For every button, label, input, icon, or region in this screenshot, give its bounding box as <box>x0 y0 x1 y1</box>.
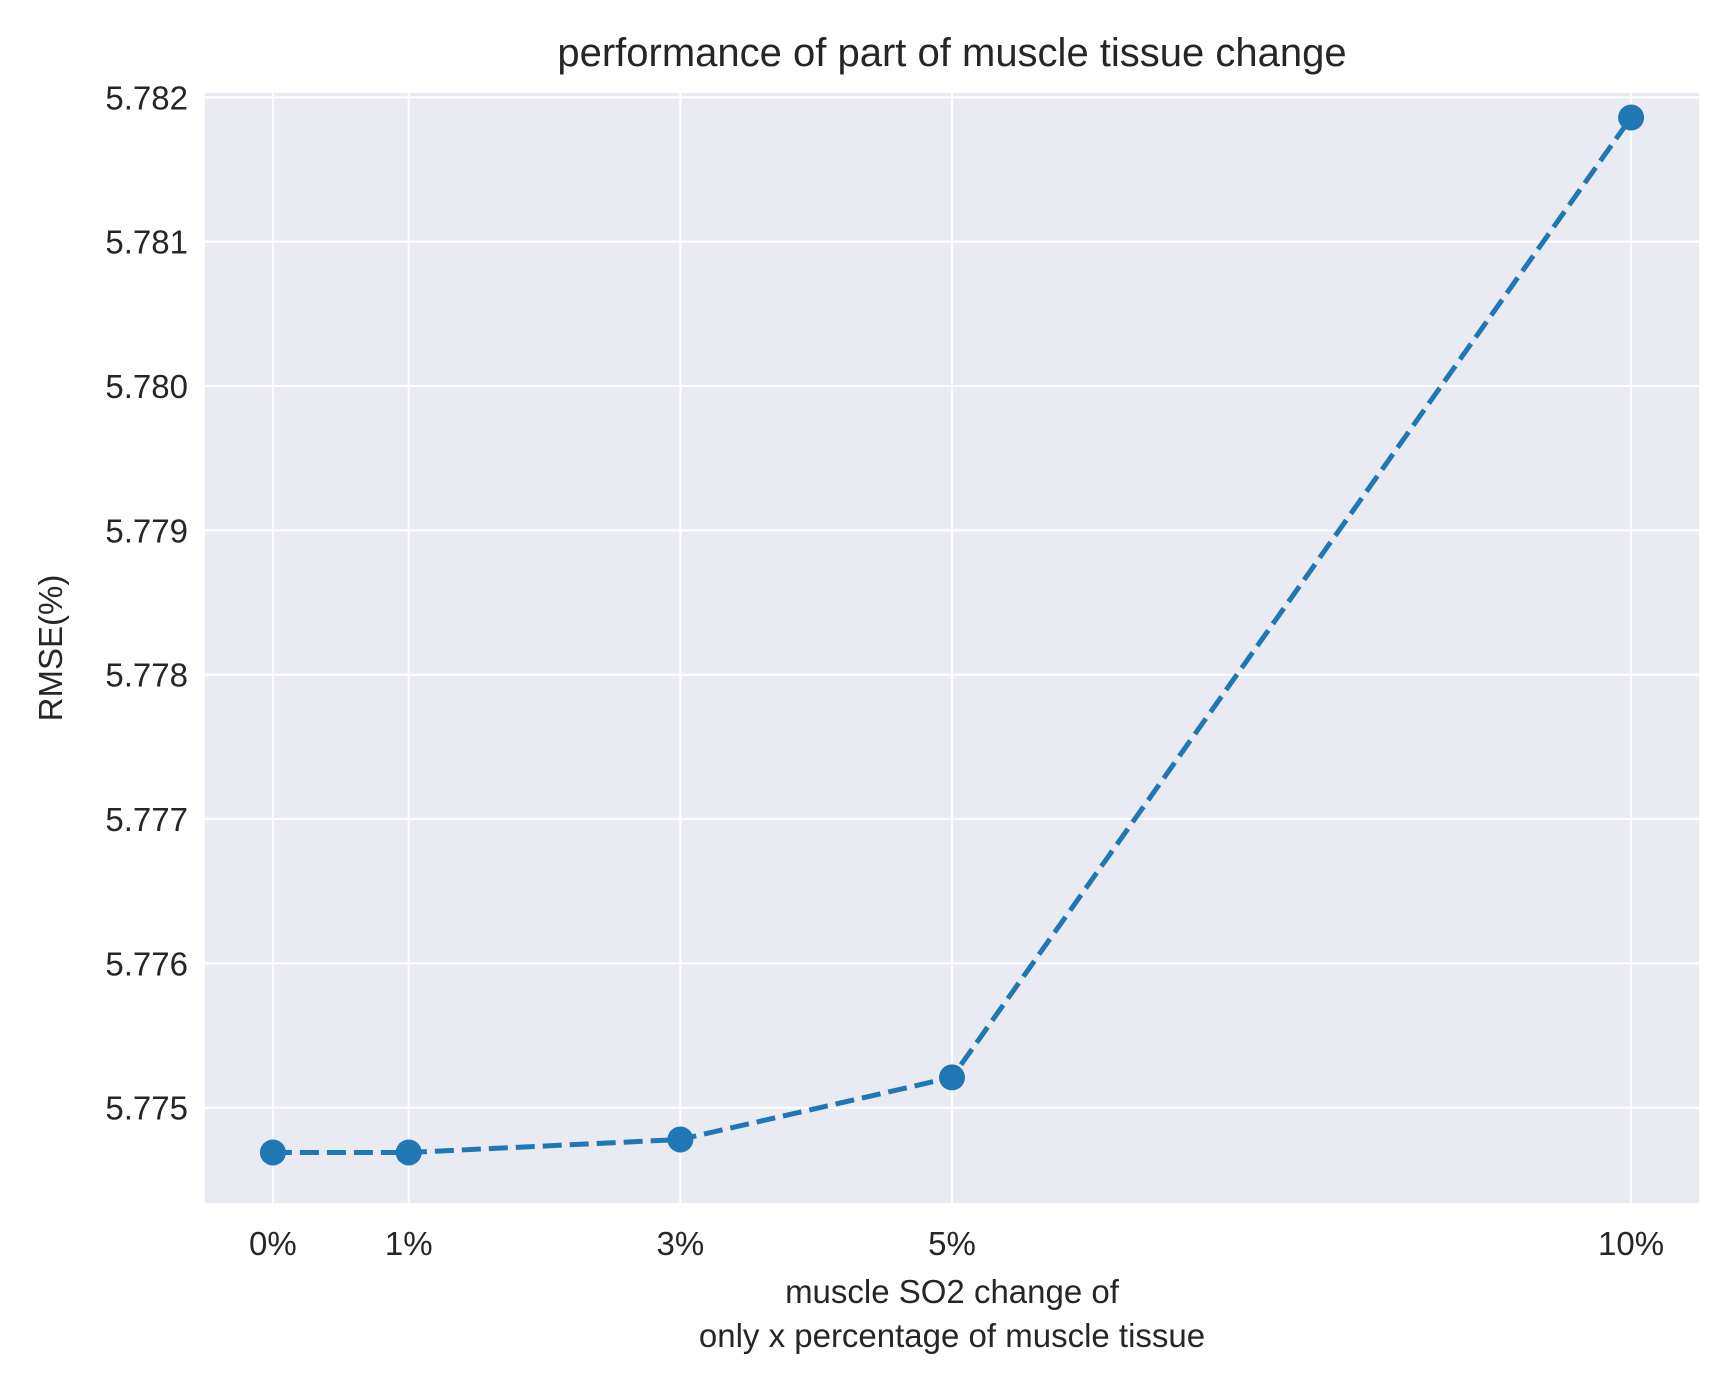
x-tick-label: 10% <box>1598 1225 1664 1262</box>
y-tick-label: 5.779 <box>105 512 188 549</box>
series-group <box>259 104 1645 1166</box>
data-point <box>667 1126 694 1153</box>
y-tick-label: 5.782 <box>105 79 188 116</box>
chart-title: performance of part of muscle tissue cha… <box>557 31 1346 75</box>
x-tick-label: 3% <box>657 1225 705 1262</box>
x-axis-label-line-1: muscle SO2 change of <box>785 1273 1120 1310</box>
y-tick-label: 5.776 <box>105 945 188 982</box>
data-point <box>395 1139 422 1166</box>
x-tick-labels: 0% 1% 3% 5% 10% <box>249 1225 1664 1262</box>
x-tick-label: 0% <box>249 1225 297 1262</box>
y-tick-label: 5.780 <box>105 368 188 405</box>
gridlines <box>205 93 1699 1203</box>
y-tick-labels: 5.775 5.776 5.777 5.778 5.779 5.780 5.781 5.782 <box>105 79 188 1126</box>
y-tick-label: 5.777 <box>105 801 188 838</box>
x-tick-label: 5% <box>928 1225 976 1262</box>
y-tick-label: 5.781 <box>105 224 188 261</box>
x-axis-label-line-2: only x percentage of muscle tissue <box>699 1317 1205 1354</box>
data-point <box>939 1064 965 1091</box>
data-point <box>1618 104 1645 131</box>
y-tick-label: 5.778 <box>105 657 188 694</box>
y-axis-label: RMSE(%) <box>32 575 69 722</box>
y-tick-label: 5.775 <box>105 1090 188 1127</box>
data-point <box>259 1139 286 1166</box>
x-tick-label: 1% <box>385 1225 433 1262</box>
